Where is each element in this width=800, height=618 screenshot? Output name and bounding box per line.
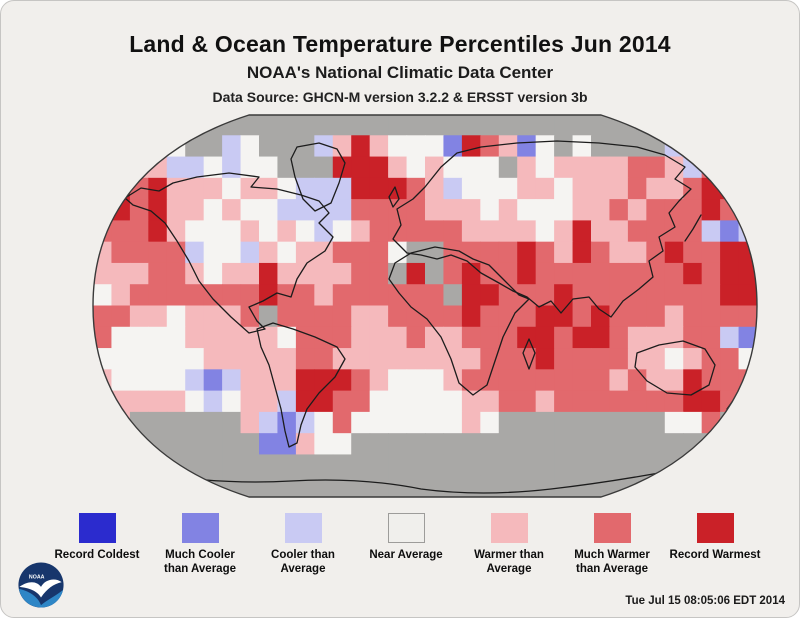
legend-swatch-much-warmer xyxy=(593,513,631,543)
legend-label: Record Coldest xyxy=(54,549,140,561)
legend-item-much-cooler: Much Cooler than Average xyxy=(152,513,248,597)
coastline-australia xyxy=(634,340,716,396)
coastline-antarctica xyxy=(148,464,702,494)
legend-swatch-cooler xyxy=(284,513,322,543)
legend-label: Cooler than Average xyxy=(271,549,335,575)
coastline-north-america xyxy=(124,172,334,334)
generation-timestamp: Tue Jul 15 08:05:06 EDT 2014 xyxy=(625,595,785,607)
coastline-south-america xyxy=(256,322,346,448)
coastline-madagascar xyxy=(522,338,536,370)
legend-item-record-warmest: Record Warmest xyxy=(667,513,763,597)
legend-item-record-coldest: Record Coldest xyxy=(49,513,145,597)
map-outline xyxy=(92,114,758,498)
coastline-japan xyxy=(684,214,702,242)
page-subtitle: NOAA's National Climatic Data Center xyxy=(246,63,554,82)
coastline-africa xyxy=(388,246,530,396)
legend-label: Near Average xyxy=(369,549,443,561)
legend-label: Much Cooler than Average xyxy=(163,549,236,575)
legend-swatch-record-warmest xyxy=(696,513,734,543)
legend-label: Warmer than Average xyxy=(474,549,544,575)
noaa-logo: NOAA xyxy=(18,562,64,608)
world-map xyxy=(92,114,758,498)
data-source-line: Data Source: GHCN-M version 3.2.2 & ERSS… xyxy=(212,89,588,105)
legend-label: Record Warmest xyxy=(669,549,761,561)
legend-swatch-record-coldest xyxy=(78,513,116,543)
legend: Record Coldest Much Cooler than Average … xyxy=(49,513,763,597)
legend-swatch-much-cooler xyxy=(181,513,219,543)
legend-swatch-warmer xyxy=(490,513,528,543)
legend-item-cooler: Cooler than Average xyxy=(255,513,351,597)
coastlines xyxy=(124,140,738,494)
noaa-logo-text: NOAA xyxy=(29,574,45,580)
noaa-logo-seagull xyxy=(19,579,62,598)
legend-label: Much Warmer than Average xyxy=(574,549,650,575)
coastline-greenland xyxy=(290,142,346,212)
coastline-eurasia xyxy=(392,140,692,318)
page-title: Land & Ocean Temperature Percentiles Jun… xyxy=(129,31,671,57)
legend-swatch-near-average xyxy=(387,513,425,543)
noaa-logo-sea xyxy=(18,588,64,608)
percentile-grid-cells xyxy=(93,115,757,497)
coastline-british-isles xyxy=(388,186,400,208)
legend-item-much-warmer: Much Warmer than Average xyxy=(564,513,660,597)
legend-item-near-average: Near Average xyxy=(358,513,454,597)
legend-item-warmer: Warmer than Average xyxy=(461,513,557,597)
